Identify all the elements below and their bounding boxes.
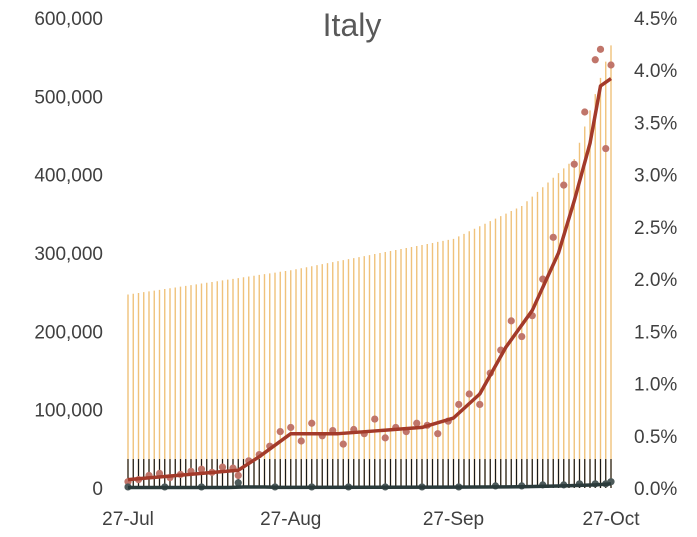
cases-point: [371, 415, 379, 423]
cases-point: [339, 440, 347, 448]
cases-point: [602, 144, 610, 153]
cases-point: [297, 437, 305, 445]
cases-point: [549, 233, 557, 241]
cases-point: [507, 317, 515, 325]
deaths-moving-average-line: [128, 482, 612, 490]
left-axis-tick-label: 0: [92, 479, 103, 500]
cases-point: [381, 434, 389, 442]
cases-point: [455, 400, 463, 409]
left-axis-tick-label: 200,000: [34, 322, 103, 343]
left-axis-tick-label: 300,000: [34, 244, 103, 265]
right-axis-tick-label: 2.0%: [634, 270, 677, 291]
x-axis-ticks: 27-Jul 27-Aug 27-Sep 27-Oct: [102, 509, 640, 530]
cases-point: [234, 471, 242, 480]
short-bars-layer: [127, 459, 612, 488]
cases-point: [607, 61, 615, 69]
cases-point: [218, 463, 227, 471]
x-axis-tick-label: 27-Jul: [102, 509, 154, 530]
cases-point: [276, 428, 284, 436]
cases-point: [476, 400, 484, 409]
cases-moving-average-line: [127, 77, 612, 482]
cases-point: [413, 419, 421, 427]
cases-point: [570, 160, 578, 168]
cases-point: [560, 181, 568, 189]
cases-point: [287, 423, 295, 432]
cases-point: [197, 465, 206, 473]
x-axis-tick-label: 27-Aug: [260, 509, 321, 530]
cases-point: [518, 332, 526, 341]
right-axis-tick-label: 1.5%: [634, 322, 677, 343]
right-axis-tick-label: 3.5%: [634, 113, 677, 134]
cases-point: [465, 390, 473, 398]
cases-point: [581, 108, 589, 116]
left-axis-ticks: 0 100,000 200,000 300,000 400,000 500,000 600,…: [34, 9, 103, 500]
deaths-point: [234, 479, 242, 487]
right-axis-tick-label: 3.0%: [634, 166, 677, 187]
right-axis-tick-label: 1.0%: [634, 375, 677, 396]
tall-bars-layer: [127, 45, 612, 488]
left-axis-tick-label: 600,000: [34, 9, 103, 30]
right-axis-ticks: 0.0% 0.5% 1.0% 1.5% 2.0% 2.5% 3.0% 3.5% 4.0% 4.5%: [634, 9, 677, 500]
left-axis-tick-label: 400,000: [34, 166, 103, 187]
right-axis-tick-label: 2.5%: [634, 218, 677, 239]
left-axis-tick-label: 500,000: [34, 87, 103, 108]
cases-point: [596, 45, 605, 53]
left-axis-tick-label: 100,000: [34, 401, 103, 422]
cases-point: [591, 56, 599, 64]
right-axis-tick-label: 0.5%: [634, 427, 677, 448]
chart-title: Italy: [323, 7, 382, 43]
right-axis-tick-label: 4.5%: [634, 9, 677, 30]
right-axis-tick-label: 4.0%: [634, 61, 677, 82]
x-axis-tick-label: 27-Oct: [582, 509, 640, 530]
cases-point: [434, 430, 442, 438]
x-axis-tick-label: 27-Sep: [423, 509, 484, 530]
cases-point: [308, 419, 316, 427]
right-axis-tick-label: 0.0%: [634, 479, 677, 500]
